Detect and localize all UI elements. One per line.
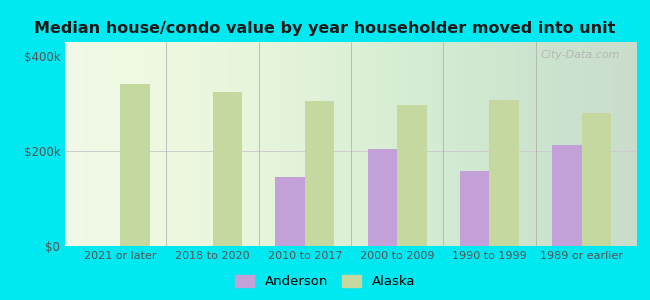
- Bar: [368, 149, 397, 246]
- Bar: [305, 101, 334, 246]
- Bar: [120, 84, 150, 246]
- Bar: [276, 177, 305, 246]
- Text: City-Data.com: City-Data.com: [540, 50, 620, 60]
- Bar: [582, 113, 611, 246]
- Text: Median house/condo value by year householder moved into unit: Median house/condo value by year househo…: [34, 21, 616, 36]
- Bar: [213, 92, 242, 246]
- Bar: [552, 146, 582, 246]
- Legend: Anderson, Alaska: Anderson, Alaska: [229, 269, 421, 293]
- Bar: [460, 171, 489, 246]
- Bar: [489, 100, 519, 246]
- Bar: [397, 105, 426, 246]
